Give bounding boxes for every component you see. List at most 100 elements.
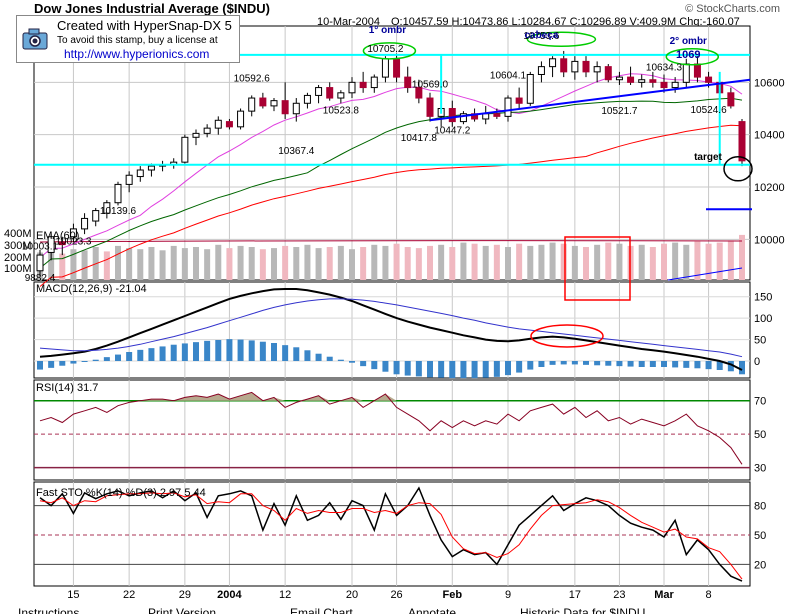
volume-bar (571, 245, 578, 280)
volume-bar (705, 243, 712, 280)
macd-histogram-bar (393, 361, 400, 375)
candle-body (69, 228, 77, 238)
candle-body (214, 119, 222, 129)
ma-mid-line (39, 97, 743, 269)
macd-histogram-bar (271, 343, 277, 361)
volume-bar (70, 249, 77, 280)
volume-bar (293, 247, 300, 280)
volume-bar (727, 240, 734, 280)
ema-legend: EMA(60) (36, 230, 79, 242)
x-tick-label: 20 (346, 589, 358, 601)
rsi-title: RSI(14) 31.7 (36, 382, 98, 394)
macd-histogram-bar (48, 361, 55, 368)
price-label: 10367.4 (278, 146, 315, 157)
footer-email-chart[interactable]: Email Chart (290, 606, 353, 614)
x-tick-label: 15 (67, 589, 79, 601)
volume-bar (427, 245, 433, 280)
candle-body (627, 76, 635, 83)
candle-body (370, 76, 378, 89)
candle-body (727, 92, 735, 107)
macd-histogram-bar (672, 361, 679, 368)
candle-body (114, 183, 122, 204)
footer-annotate[interactable]: Annotate (408, 606, 457, 614)
macd-histogram-bar (649, 361, 656, 367)
sto-y-tick: 50 (754, 530, 766, 542)
volume-bar (181, 248, 188, 280)
stamp-link[interactable]: http://www.hyperionics.com (64, 47, 210, 61)
candle-body (738, 121, 746, 162)
pattern-annotation: 2° ombr (670, 36, 707, 47)
rsi-overbought-fill (40, 392, 742, 401)
macd-histogram-bar (115, 354, 121, 361)
volume-bar (415, 248, 422, 280)
stamp-line2: To avoid this stamp, buy a license at (57, 35, 218, 46)
macd-histogram-bar (226, 339, 233, 361)
x-tick-label: 17 (569, 589, 581, 601)
candle-body (281, 100, 289, 115)
macd-histogram-bar (415, 361, 422, 377)
price-y-tick: 10600 (754, 77, 785, 89)
price-panel (33, 25, 751, 281)
volume-bar (226, 248, 233, 280)
candle-body (593, 66, 601, 73)
target-circle (723, 156, 753, 182)
volume-bar (505, 247, 511, 280)
right-shoulder-circle (665, 48, 720, 66)
macd-histogram-bar (81, 361, 88, 362)
stamp-line1: Created with HyperSnap-DX 5 (57, 18, 232, 33)
macd-histogram-bar (516, 361, 523, 373)
macd-line (39, 288, 743, 371)
candle-body (92, 210, 100, 222)
macd-histogram-bar (360, 361, 367, 367)
macd-histogram-bar (739, 361, 745, 375)
macd-histogram-bar (538, 361, 545, 367)
candle-body (537, 66, 545, 75)
price-y-tick: 10400 (754, 130, 785, 142)
footer-instructions[interactable]: Instructions (18, 606, 80, 614)
macd-histogram-bar (248, 340, 255, 361)
volume-bar (393, 243, 400, 280)
macd-histogram-bar (237, 339, 244, 361)
candle-body (493, 113, 501, 117)
footer-print-version[interactable]: Print Version (148, 606, 217, 614)
volume-bar (482, 245, 489, 280)
price-label: 10753.6 (523, 31, 560, 42)
volume-bar (538, 244, 545, 280)
candle-body (136, 169, 144, 178)
candle-body (582, 60, 590, 73)
candle-body (237, 110, 245, 128)
macd-histogram-bar (716, 361, 723, 370)
volume-bar (326, 247, 333, 280)
macd-histogram-bar (471, 361, 478, 379)
footer-historic-data[interactable]: Historic Data for $INDU (520, 606, 646, 614)
candle-body (571, 60, 579, 73)
candle-body (203, 127, 211, 134)
candle-body (147, 165, 155, 171)
macd-histogram-bar (482, 361, 489, 378)
macd-histogram-bar (170, 344, 177, 361)
ma-long-line (39, 124, 743, 287)
volume-bar (638, 244, 645, 280)
volume-bar (449, 247, 456, 280)
macd-histogram-bar (326, 356, 333, 361)
macd-histogram-bar (148, 348, 155, 361)
macd-histogram-bar (371, 361, 378, 370)
price-label: 10604.1 (490, 70, 527, 81)
price-label: 10447.2 (434, 125, 471, 136)
footer-links: Instructions Print Version Email Chart A… (0, 604, 786, 614)
volume-bar (59, 253, 66, 280)
macd-signal-line (39, 298, 743, 358)
volume-label: 100M (4, 263, 32, 275)
volume-bar (516, 243, 523, 280)
macd-histogram-bar (382, 361, 389, 372)
macd-histogram-bar (181, 343, 188, 361)
price-label: 10523.8 (323, 105, 360, 116)
macd-histogram-bar (460, 361, 467, 379)
macd-histogram-bar (103, 357, 110, 361)
candle-body (693, 63, 701, 78)
pattern-annotation: cabeça (524, 30, 558, 41)
x-tick-label: 2004 (217, 589, 242, 601)
price-label: 10003.1 (22, 242, 59, 253)
volume-bar (115, 245, 121, 280)
volume-bar (716, 242, 723, 280)
